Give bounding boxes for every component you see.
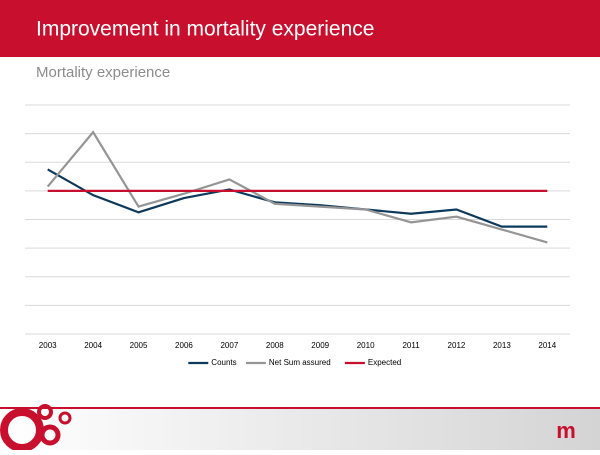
x-tick-label: 2004 [84, 341, 102, 350]
x-tick-label: 2011 [402, 341, 420, 350]
legend-label: Counts [211, 358, 236, 367]
x-tick-label: 2006 [175, 341, 193, 350]
x-tick-label: 2012 [448, 341, 466, 350]
x-tick-label: 2008 [266, 341, 284, 350]
footer-circles [0, 404, 72, 452]
x-tick-label: 2005 [130, 341, 148, 350]
header-bar [0, 0, 600, 57]
series-line [47, 168, 548, 228]
x-tick-label: 2003 [39, 341, 57, 350]
legend-label: Expected [368, 358, 401, 367]
series-line [46, 130, 548, 244]
plot: 2003 2004 2005 2006 2007 2008 2009 2010 2011 2012… [25, 104, 570, 367]
logo: m [556, 418, 576, 443]
footer [0, 409, 600, 450]
x-tick-label: 2013 [493, 341, 511, 350]
x-tick-label: 2014 [538, 341, 556, 350]
x-tick-label: 2009 [311, 341, 329, 350]
x-tick-label: 2010 [357, 341, 375, 350]
slide-title: Improvement in mortality experience [36, 18, 374, 41]
chart-title: Mortality experience [36, 64, 170, 81]
x-tick-label: 2007 [220, 341, 238, 350]
legend-label: Net Sum assured [269, 358, 331, 367]
